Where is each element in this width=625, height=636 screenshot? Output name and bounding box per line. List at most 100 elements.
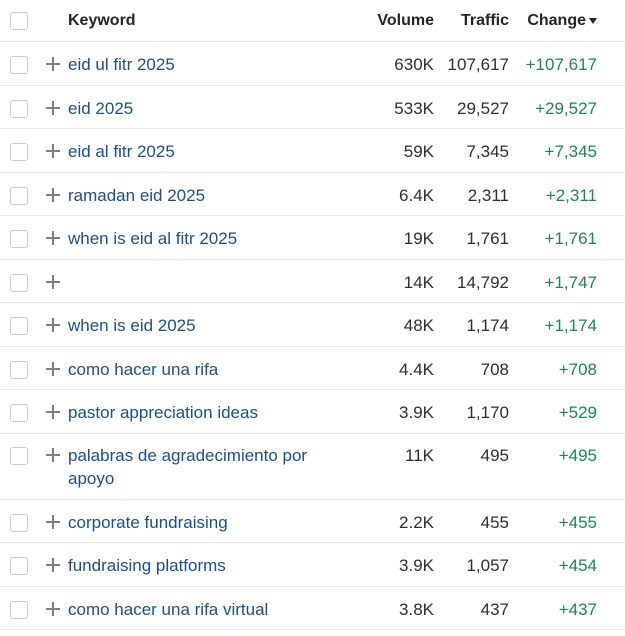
row-checkbox[interactable] bbox=[0, 314, 38, 335]
row-checkbox[interactable] bbox=[0, 444, 38, 465]
table-row: ramadan eid 2025 6.4K 2,311 +2,311 bbox=[0, 173, 625, 216]
traffic-value: 437 bbox=[480, 599, 509, 619]
traffic-value: 7,345 bbox=[466, 142, 509, 161]
table-header: Keyword Volume Traffic Change bbox=[0, 0, 625, 42]
change-value: +29,527 bbox=[535, 98, 597, 118]
add-keyword-button[interactable] bbox=[38, 271, 68, 289]
add-keyword-button[interactable] bbox=[38, 227, 68, 245]
add-keyword-button[interactable] bbox=[38, 184, 68, 202]
row-checkbox[interactable] bbox=[0, 184, 38, 205]
table-row: palabras de agradecimiento por apoyo 11K 4… bbox=[0, 434, 625, 500]
volume-value: 3.9K bbox=[399, 403, 434, 422]
volume-value: 14K bbox=[403, 272, 434, 292]
change-value: +455 bbox=[558, 512, 597, 532]
volume-value: 6.4K bbox=[399, 185, 434, 205]
row-checkbox[interactable] bbox=[0, 97, 38, 118]
select-all-checkbox[interactable] bbox=[0, 11, 38, 30]
row-checkbox[interactable] bbox=[0, 227, 38, 248]
keyword-link[interactable]: pastor appreciation ideas bbox=[68, 403, 258, 422]
keyword-link[interactable]: como hacer una rifa bbox=[68, 359, 219, 379]
traffic-value: 107,617 bbox=[447, 55, 509, 74]
checkbox-icon bbox=[10, 360, 28, 379]
checkbox-icon bbox=[10, 600, 28, 619]
keyword-link[interactable]: when is eid al fitr 2025 bbox=[68, 229, 238, 248]
add-keyword-button[interactable] bbox=[38, 314, 68, 332]
change-value: +107,617 bbox=[525, 55, 597, 74]
checkbox-icon bbox=[10, 186, 28, 205]
row-checkbox[interactable] bbox=[0, 53, 38, 74]
add-keyword-button[interactable] bbox=[38, 358, 68, 376]
keyword-link[interactable]: corporate fundraising bbox=[68, 512, 228, 532]
keyword-link[interactable]: ramadan eid 2025 bbox=[68, 185, 206, 205]
table-row: when is eid 2025 48K 1,174 +1,174 bbox=[0, 303, 625, 347]
change-value: +529 bbox=[558, 403, 597, 422]
row-checkbox[interactable] bbox=[0, 401, 38, 422]
keyword-link[interactable]: eid 2025 bbox=[68, 98, 134, 118]
plus-icon bbox=[46, 144, 60, 158]
traffic-value: 1,761 bbox=[466, 229, 509, 248]
row-checkbox[interactable] bbox=[0, 511, 38, 532]
keyword-link[interactable]: palabras de agradecimiento por apoyo bbox=[68, 445, 308, 488]
traffic-value: 1,057 bbox=[466, 556, 509, 575]
row-checkbox[interactable] bbox=[0, 140, 38, 161]
column-header-keyword[interactable]: Keyword bbox=[68, 12, 136, 29]
change-value: +2,311 bbox=[545, 185, 597, 205]
table-row: eid 2025 533K 29,527 +29,527 bbox=[0, 86, 625, 129]
plus-icon bbox=[46, 558, 60, 572]
add-keyword-button[interactable] bbox=[38, 511, 68, 529]
add-keyword-button[interactable] bbox=[38, 140, 68, 158]
change-header-label: Change bbox=[527, 12, 586, 29]
change-value: +7,345 bbox=[544, 142, 597, 161]
checkbox-icon bbox=[10, 317, 28, 335]
checkbox-icon bbox=[10, 513, 28, 532]
row-checkbox[interactable] bbox=[0, 598, 38, 619]
keyword-link[interactable]: fundraising platforms bbox=[68, 556, 226, 575]
volume-value: 11K bbox=[405, 445, 434, 465]
change-value: +708 bbox=[558, 359, 597, 379]
table-row: 14K 14,792 +1,747 bbox=[0, 260, 625, 303]
traffic-value: 29,527 bbox=[457, 98, 509, 118]
plus-icon bbox=[46, 514, 60, 529]
add-keyword-button[interactable] bbox=[38, 97, 68, 115]
traffic-value: 1,174 bbox=[466, 316, 509, 335]
traffic-value: 495 bbox=[480, 445, 509, 465]
change-value: +1,761 bbox=[544, 229, 597, 248]
table-row: corporate fundraising 2.2K 455 +455 bbox=[0, 500, 625, 543]
plus-icon bbox=[46, 601, 60, 616]
checkbox-icon bbox=[10, 56, 28, 74]
checkbox-icon bbox=[10, 143, 28, 161]
table-row: when is eid al fitr 2025 19K 1,761 +1,761 bbox=[0, 216, 625, 260]
column-header-traffic[interactable]: Traffic bbox=[460, 12, 509, 29]
checkbox-icon bbox=[10, 11, 28, 30]
keyword-link[interactable]: when is eid 2025 bbox=[68, 316, 196, 335]
table-row: pastor appreciation ideas 3.9K 1,170 +529 bbox=[0, 390, 625, 434]
keyword-link[interactable]: eid ul fitr 2025 bbox=[68, 55, 175, 74]
checkbox-icon bbox=[10, 99, 28, 118]
checkbox-icon bbox=[10, 273, 28, 292]
add-keyword-button[interactable] bbox=[38, 554, 68, 572]
volume-value: 48K bbox=[403, 316, 434, 335]
row-checkbox[interactable] bbox=[0, 554, 38, 575]
row-checkbox[interactable] bbox=[0, 271, 38, 292]
plus-icon bbox=[46, 361, 60, 376]
table-row: eid al fitr 2025 59K 7,345 +7,345 bbox=[0, 129, 625, 173]
table-row: eid ul fitr 2025 630K 107,617 +107,617 bbox=[0, 42, 625, 86]
volume-value: 3.9K bbox=[399, 556, 434, 575]
column-header-change[interactable]: Change bbox=[509, 9, 597, 32]
checkbox-icon bbox=[10, 446, 28, 465]
keyword-link[interactable]: eid al fitr 2025 bbox=[68, 142, 175, 161]
checkbox-icon bbox=[10, 404, 28, 422]
traffic-value: 1,170 bbox=[466, 403, 509, 422]
column-header-volume[interactable]: Volume bbox=[377, 12, 434, 29]
row-checkbox[interactable] bbox=[0, 358, 38, 379]
keyword-link[interactable]: como hacer una rifa virtual bbox=[68, 599, 269, 619]
add-keyword-button[interactable] bbox=[38, 598, 68, 616]
add-keyword-button[interactable] bbox=[38, 444, 68, 462]
traffic-value: 455 bbox=[480, 512, 509, 532]
change-value: +495 bbox=[558, 445, 597, 465]
add-keyword-button[interactable] bbox=[38, 401, 68, 419]
traffic-value: 708 bbox=[480, 359, 509, 379]
traffic-value: 14,792 bbox=[457, 272, 509, 292]
add-keyword-button[interactable] bbox=[38, 53, 68, 71]
